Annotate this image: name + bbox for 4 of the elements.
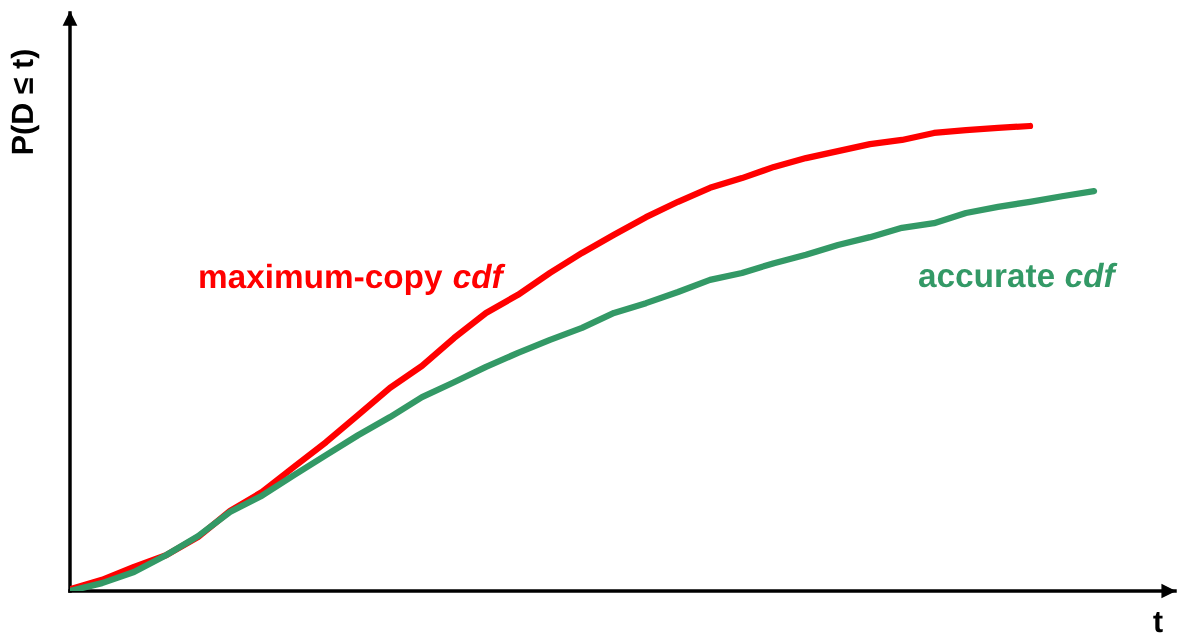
series-label: maximum-copy cdf: [200, 263, 506, 295]
y-axis-title: P(D ≤ t): [10, 50, 40, 154]
x-axis-title: t: [1153, 611, 1163, 633]
series-label: accurate cdf: [918, 262, 1118, 288]
